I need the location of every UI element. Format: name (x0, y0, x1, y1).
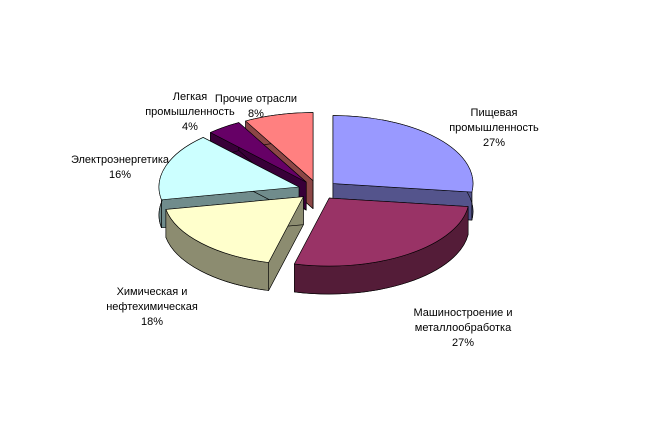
slice (158, 137, 300, 201)
value-label: 16% (108, 169, 132, 181)
value-label: 27% (451, 337, 475, 349)
value-label: 18% (140, 316, 164, 328)
slice-label: Пищевая промышленность 27% (444, 106, 544, 151)
slice (245, 112, 314, 181)
value-label: 8% (248, 108, 264, 120)
category-label: Электроэнергетика (70, 154, 170, 166)
category-label: Прочие отрасли (214, 93, 298, 105)
slice (332, 115, 474, 193)
slice (165, 196, 304, 263)
value-label: 27% (482, 137, 506, 149)
category-label: Легкая промышленность (145, 91, 235, 118)
category-label: Машиностроение и металлообработка (413, 307, 513, 334)
slice-label: Прочие отрасли 8% (206, 92, 306, 122)
slice-label: Электроэнергетика 16% (60, 153, 180, 183)
slice-label: Легкая промышленность 4% (142, 90, 238, 135)
category-label: Пищевая промышленность (449, 107, 539, 134)
value-label: 4% (182, 121, 198, 133)
slice (294, 197, 469, 267)
slice-label: Химическая и нефтехимическая 18% (102, 285, 202, 330)
slice (210, 122, 307, 183)
category-label: Химическая и нефтехимическая (106, 286, 198, 313)
slice-label: Машиностроение и металлообработка 27% (405, 306, 521, 351)
